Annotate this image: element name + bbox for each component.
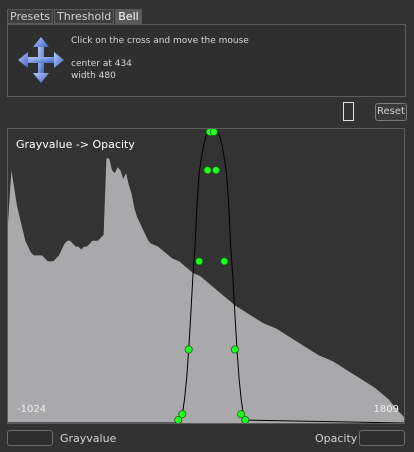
control-point-7[interactable] [211, 166, 220, 175]
control-point-8[interactable] [220, 257, 229, 266]
reset-button[interactable]: Reset [375, 103, 407, 121]
tab-threshold[interactable]: Threshold [54, 9, 115, 24]
histogram-plot[interactable] [8, 129, 404, 423]
bell-panel: Click on the cross and move the mouse ce… [7, 24, 406, 97]
control-point-10[interactable] [237, 410, 246, 419]
control-point-3[interactable] [195, 257, 204, 266]
grayvalue-field[interactable] [7, 430, 53, 446]
bell-instruction: Click on the cross and move the mouse [71, 36, 249, 46]
color-swatch-box[interactable] [343, 102, 354, 121]
bell-width-readout: width 480 [71, 71, 116, 81]
control-point-0[interactable] [174, 416, 183, 423]
opacity-field[interactable] [359, 430, 405, 446]
tab-bar: Presets Threshold Bell [7, 9, 142, 24]
control-point-9[interactable] [230, 345, 239, 354]
opacity-label: Opacity [315, 432, 358, 445]
x-axis-max-label: 1809 [373, 404, 399, 415]
transfer-function-chart[interactable]: Grayvalue -> Opacity -1024 1809 [7, 128, 405, 424]
control-point-2[interactable] [184, 345, 193, 354]
tab-presets[interactable]: Presets [7, 9, 54, 24]
control-point-11[interactable] [241, 416, 250, 423]
tab-bell[interactable]: Bell [115, 9, 142, 24]
control-point-6[interactable] [209, 129, 218, 136]
x-axis-min-label: -1024 [17, 404, 47, 415]
bell-center-readout: center at 434 [71, 59, 132, 69]
grayvalue-label: Grayvalue [60, 432, 117, 445]
control-point-4[interactable] [203, 166, 212, 175]
histogram-area [8, 158, 404, 423]
chart-title: Grayvalue -> Opacity [16, 138, 135, 151]
opacity-curve [8, 129, 404, 423]
move-cross-icon[interactable] [18, 37, 64, 83]
control-point-1[interactable] [178, 410, 187, 419]
